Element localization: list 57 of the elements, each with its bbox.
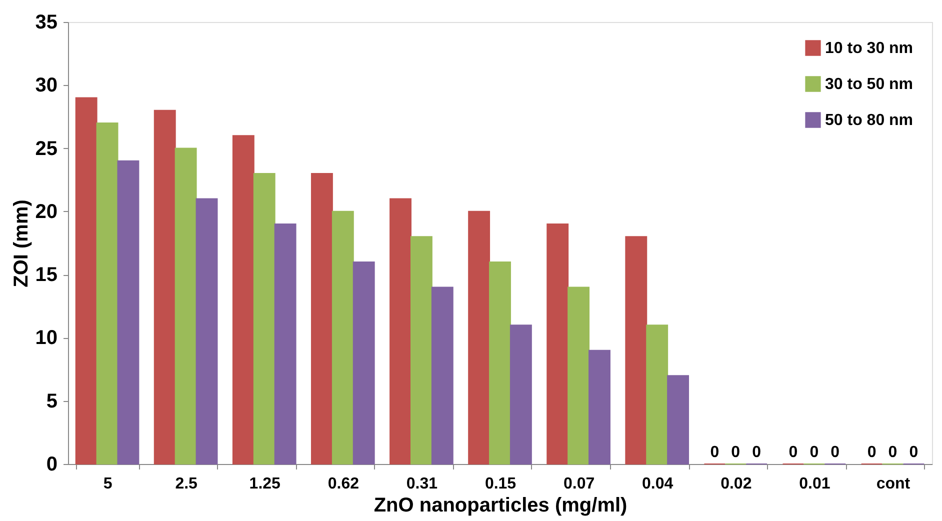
- legend-label: 50 to 80 nm: [825, 112, 914, 129]
- data-label: 0: [867, 444, 876, 461]
- bar: [310, 173, 333, 464]
- bar: [510, 324, 532, 464]
- x-tick-label: 1.25: [249, 476, 281, 492]
- data-label: 0: [710, 444, 720, 461]
- x-tick-label: 2.5: [175, 476, 198, 492]
- bar: [546, 224, 569, 464]
- data-label: 0: [909, 444, 918, 461]
- y-tick-label: 0: [46, 454, 58, 476]
- x-tick-label: 0.07: [563, 476, 595, 492]
- x-tick-label: 0.04: [642, 476, 674, 492]
- bar: [232, 135, 254, 464]
- data-label: 0: [788, 444, 798, 461]
- data-label: 0: [830, 444, 840, 461]
- bar: [390, 198, 412, 464]
- bar: [489, 261, 511, 464]
- data-label: 0: [752, 444, 762, 461]
- data-label: 0: [731, 444, 740, 461]
- bar: [75, 97, 98, 464]
- x-tick-label: 0.31: [406, 476, 438, 492]
- x-tick-label: 0.15: [484, 476, 516, 492]
- y-tick-label: 30: [35, 74, 58, 97]
- bar: [253, 173, 276, 464]
- y-axis-title: ZOI (mm): [10, 200, 32, 288]
- bar: [196, 198, 218, 464]
- x-tick-label: 5: [103, 476, 112, 492]
- bar: [117, 160, 140, 464]
- bar: [667, 375, 690, 464]
- bar: [468, 210, 490, 464]
- bar: [174, 148, 197, 464]
- legend-label: 10 to 30 nm: [825, 40, 914, 57]
- x-tick-label: 0.02: [720, 476, 752, 492]
- y-tick-label: 10: [35, 327, 58, 350]
- bar: [154, 110, 176, 464]
- legend-label: 30 to 50 nm: [825, 76, 914, 93]
- x-axis-title: ZnO nanoparticles (mg/ml): [374, 494, 628, 516]
- y-tick-label: 35: [35, 12, 58, 34]
- y-tick-label: 25: [35, 138, 58, 160]
- x-tick-label: 0.62: [328, 476, 360, 492]
- y-tick-label: 20: [35, 200, 58, 223]
- bar: [588, 350, 610, 464]
- y-tick-label: 5: [46, 390, 58, 412]
- bar: [568, 286, 590, 464]
- bar: [625, 236, 648, 464]
- data-label: 0: [810, 444, 819, 461]
- bar: [332, 210, 354, 464]
- bar: [352, 261, 375, 464]
- bar: [96, 122, 118, 464]
- x-tick-label: 0.01: [799, 476, 830, 492]
- bar: [410, 236, 432, 464]
- data-label: 0: [888, 444, 898, 461]
- bar: [274, 224, 296, 464]
- bar: [646, 324, 668, 464]
- x-tick-label: cont: [876, 476, 911, 492]
- y-tick-label: 15: [35, 264, 58, 286]
- bar: [431, 286, 454, 464]
